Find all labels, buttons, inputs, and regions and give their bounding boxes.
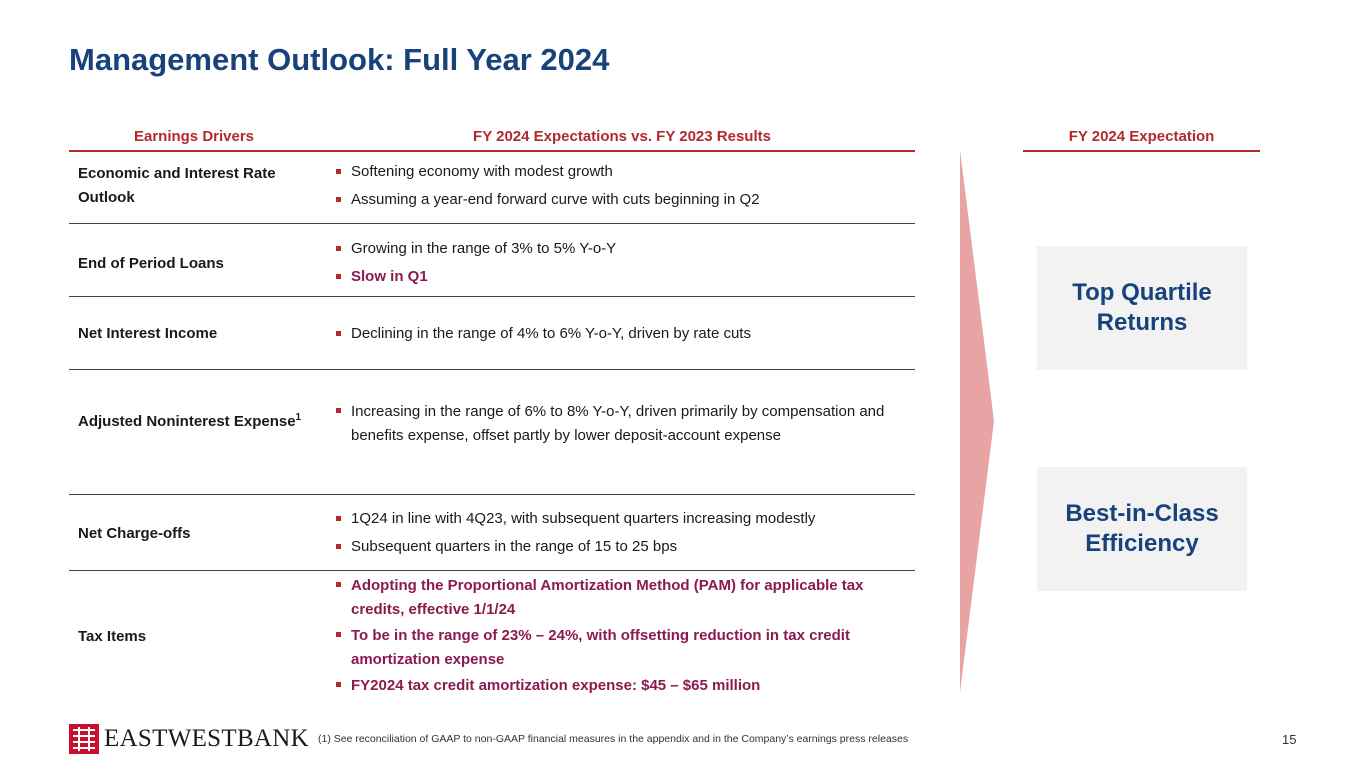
outcome-box-efficiency: Best-in-Class Efficiency — [1037, 467, 1247, 591]
bullet-list: Growing in the range of 3% to 5% Y-o-Y S… — [334, 238, 894, 294]
bullet-item: Adopting the Proportional Amortization M… — [334, 574, 894, 622]
table-row: Net Charge-offs 1Q24 in line with 4Q23, … — [69, 495, 915, 570]
logo-mark-icon — [69, 724, 99, 754]
header-rule-right — [1023, 150, 1260, 152]
bullet-item: Assuming a year-end forward curve with c… — [334, 189, 894, 211]
driver-label: Net Interest Income — [78, 325, 218, 342]
driver-label-text: Adjusted Noninterest Expense — [78, 413, 296, 430]
bullet-list: Increasing in the range of 6% to 8% Y-o-… — [334, 400, 894, 454]
outcome-box-top-quartile: Top Quartile Returns — [1037, 246, 1247, 370]
table-row: Net Interest Income Declining in the ran… — [69, 297, 915, 369]
bullet-item: To be in the range of 23% – 24%, with of… — [334, 624, 894, 672]
bullet-item: Growing in the range of 3% to 5% Y-o-Y — [334, 238, 894, 260]
driver-label: Economic and Interest Rate Outlook — [78, 165, 276, 206]
row-divider — [69, 223, 915, 224]
footnote: (1) See reconciliation of GAAP to non-GA… — [318, 733, 909, 745]
driver-label: Net Charge-offs — [78, 525, 191, 542]
header-rule-left — [69, 150, 915, 152]
bullet-list: Softening economy with modest growth Ass… — [334, 161, 894, 217]
header-expectations: FY 2024 Expectations vs. FY 2023 Results — [473, 128, 771, 145]
bullet-item: Increasing in the range of 6% to 8% Y-o-… — [334, 400, 894, 448]
row-divider — [69, 570, 915, 571]
row-divider — [69, 369, 915, 370]
row-divider — [69, 494, 915, 495]
bullet-list: Declining in the range of 4% to 6% Y-o-Y… — [334, 323, 894, 351]
company-logo: EASTWESTBANK — [69, 723, 309, 755]
bullet-item: Subsequent quarters in the range of 15 t… — [334, 536, 894, 558]
logo-text: EASTWESTBANK — [104, 725, 309, 752]
bullet-item: 1Q24 in line with 4Q23, with subsequent … — [334, 508, 894, 530]
row-divider — [69, 296, 915, 297]
chevron-arrow — [960, 150, 994, 692]
driver-label: End of Period Loans — [78, 255, 224, 272]
bullet-list: 1Q24 in line with 4Q23, with subsequent … — [334, 508, 894, 564]
page-title: Management Outlook: Full Year 2024 — [69, 42, 610, 77]
outcome-label: Best-in-Class Efficiency — [1065, 500, 1219, 557]
table-row: End of Period Loans Growing in the range… — [69, 224, 915, 296]
bullet-item: Slow in Q1 — [334, 266, 894, 288]
bullet-list: Adopting the Proportional Amortization M… — [334, 574, 894, 704]
footnote-marker: 1 — [295, 412, 302, 423]
header-fy-expectation: FY 2024 Expectation — [1068, 128, 1215, 145]
outcome-label: Top Quartile Returns — [1072, 279, 1212, 336]
table-row: Economic and Interest Rate Outlook Softe… — [69, 151, 915, 223]
bullet-item: FY2024 tax credit amortization expense: … — [334, 674, 894, 698]
driver-label: Adjusted Noninterest Expense1 — [78, 410, 318, 434]
bullet-item: Softening economy with modest growth — [334, 161, 894, 183]
page-number: 15 — [1282, 732, 1297, 747]
driver-label: Tax Items — [78, 628, 147, 645]
chevron-arrow-shape — [960, 150, 994, 692]
bullet-item: Declining in the range of 4% to 6% Y-o-Y… — [334, 323, 894, 345]
header-earnings-drivers: Earnings Drivers — [133, 128, 255, 145]
table-row: Tax Items Adopting the Proportional Amor… — [69, 571, 915, 706]
table-row: Adjusted Noninterest Expense1 Increasing… — [69, 370, 915, 494]
